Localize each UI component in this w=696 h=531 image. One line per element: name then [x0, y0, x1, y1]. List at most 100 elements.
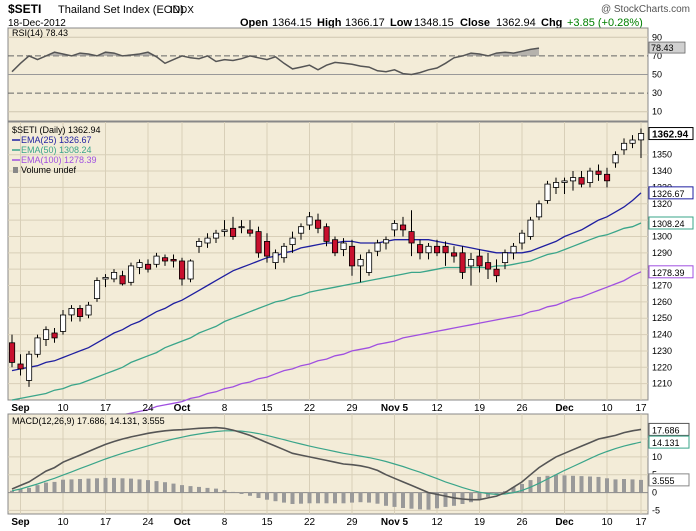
price-tick-label: 1230: [652, 346, 672, 356]
candle: [399, 216, 407, 237]
candle-body-down: [255, 231, 262, 254]
price-value-tags: 1362.94 1326.67 1308.24 1278.39: [648, 127, 694, 279]
histogram-bar: [95, 478, 99, 493]
candle-body-up: [527, 219, 534, 237]
candle: [229, 216, 237, 240]
histogram-bar: [18, 489, 23, 493]
x-tick-label: 26: [516, 403, 528, 414]
histogram-bar: [10, 490, 14, 493]
candle: [246, 220, 254, 237]
histogram-bar: [61, 479, 65, 493]
macd-panel-bg: [7, 413, 649, 515]
price-panel-bg: [7, 121, 649, 401]
histogram-bar: [112, 477, 116, 493]
candle: [195, 238, 203, 253]
macd-x-axis-labels: Sep 10 17 24 Oct 8 15 22 29 Nov 5 12 19 26 Dec 10 17: [11, 517, 647, 528]
histogram-bar: [188, 486, 193, 493]
value-tag-text: 1308.24: [652, 219, 685, 229]
rsi-axis: 10 30 50 70 90: [652, 32, 662, 116]
candle-body-down: [314, 219, 322, 229]
candle-body-up: [561, 180, 568, 183]
candle: [144, 259, 152, 273]
value-tag-box: [648, 186, 694, 200]
candle: [493, 259, 500, 283]
price-tick-label: 1340: [652, 166, 672, 176]
candle-body-up: [570, 177, 577, 182]
candle: [306, 211, 313, 230]
candle: [204, 233, 211, 248]
x-tick-label: 17: [635, 403, 647, 414]
candle: [501, 249, 509, 270]
candle: [94, 277, 101, 302]
value-tag-text: 1326.67: [652, 189, 685, 199]
x-tick-label: Dec: [555, 403, 574, 414]
candle-body-up: [357, 258, 364, 267]
candle-body-up: [43, 329, 50, 340]
date-label: 18-Dec-2012: [8, 18, 66, 29]
histogram-bar: [86, 478, 91, 493]
histogram-bar: [605, 478, 609, 493]
candle: [323, 223, 330, 247]
x-tick-label: Sep: [11, 517, 29, 528]
candle-body-up: [68, 307, 75, 316]
rsi-tick-label: 50: [652, 70, 662, 80]
ema50-value-tag: 1308.24: [648, 216, 694, 230]
macd-line: [11, 426, 642, 501]
candle: [25, 350, 33, 387]
candle: [153, 252, 160, 268]
price-tick-label: 1240: [652, 330, 672, 340]
candle: [433, 239, 441, 257]
macd-tick-label: -5: [652, 505, 660, 515]
histogram-bar: [554, 474, 558, 493]
x-tick-label: Oct: [174, 403, 191, 414]
candle-body-down: [119, 275, 126, 285]
candle: [595, 164, 602, 181]
legend-volume: Volume undef: [21, 165, 77, 175]
close-value-tag: 1362.94: [648, 127, 694, 141]
histogram-bar: [562, 475, 567, 493]
legend-ema25: EMA(25) 1326.67: [21, 135, 92, 145]
histogram-bar: [239, 492, 244, 494]
histogram-bar: [486, 492, 490, 497]
candle: [561, 177, 568, 194]
candle-body-up: [153, 255, 160, 265]
candle-body-up: [638, 133, 645, 141]
candle-body-down: [17, 363, 24, 370]
candle: [17, 354, 24, 376]
candle-body-up: [467, 258, 475, 267]
rsi-legend: RSI(14) 78.43: [12, 28, 68, 38]
legend-price: $SETI (Daily) 1362.94: [12, 125, 101, 135]
candle-body-up: [510, 245, 517, 254]
value-tag-box: [648, 422, 690, 436]
x-tick-label: 29: [346, 517, 358, 528]
histogram-bar: [520, 484, 524, 493]
value-tag-text: 3.555: [652, 476, 675, 486]
histogram-bar: [537, 476, 541, 493]
rsi-tick-label: 90: [652, 32, 662, 42]
rsi-series: [11, 47, 540, 76]
candle: [51, 328, 58, 343]
candle: [187, 259, 194, 283]
symbol-title: $SETI: [8, 2, 41, 16]
histogram-bar: [588, 476, 592, 493]
histogram-bar: [367, 492, 371, 503]
histogram-bar: [401, 492, 405, 508]
candle-body-down: [408, 231, 415, 244]
histogram-bar: [154, 481, 159, 493]
low-label: Low: [390, 17, 412, 29]
candle-body-up: [204, 237, 211, 244]
histogram-bar: [596, 476, 601, 493]
macd-value-tags: 17.686 14.131 3.555: [648, 422, 690, 487]
candle-body-down: [51, 332, 58, 339]
candle: [102, 274, 109, 288]
candle-body-up: [374, 242, 381, 252]
candle: [604, 167, 611, 188]
candle-body-up: [297, 226, 305, 234]
histogram-bar: [222, 490, 227, 493]
candle-body-up: [382, 239, 390, 244]
high-label: High: [317, 17, 342, 29]
macd-lines: [11, 426, 642, 501]
histogram-bar: [282, 492, 286, 503]
price-tick-label: 1220: [652, 362, 672, 372]
